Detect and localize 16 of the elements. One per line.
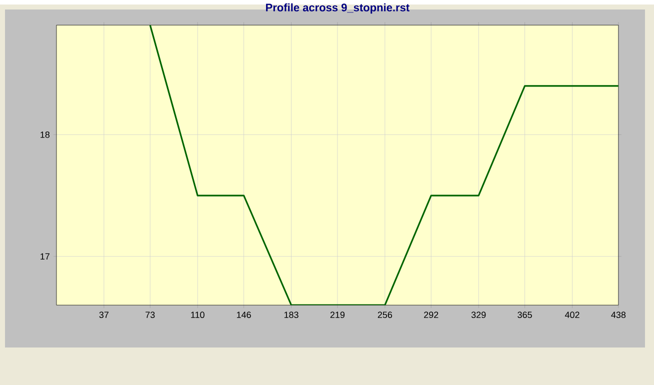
chart-title: Profile across 9_stopnie.rst <box>266 3 410 14</box>
x-tick-label: 73 <box>146 311 155 318</box>
x-tick-label: 110 <box>191 311 204 318</box>
y-tick-label: 17 <box>40 253 50 260</box>
x-tick-label: 256 <box>378 311 392 318</box>
y-tick-label: 18 <box>40 131 50 138</box>
x-tick-label: 438 <box>611 311 626 318</box>
x-tick-label: 146 <box>236 311 251 318</box>
line-series <box>149 24 618 305</box>
x-tick-label: 329 <box>471 311 486 318</box>
x-tick-label: 365 <box>518 311 532 318</box>
x-tick-label: 402 <box>564 311 580 318</box>
x-tick-label: 37 <box>99 311 108 318</box>
x-tick-label: 219 <box>330 311 345 318</box>
x-tick-label: 292 <box>424 311 438 318</box>
x-tick-label: 183 <box>284 311 298 318</box>
